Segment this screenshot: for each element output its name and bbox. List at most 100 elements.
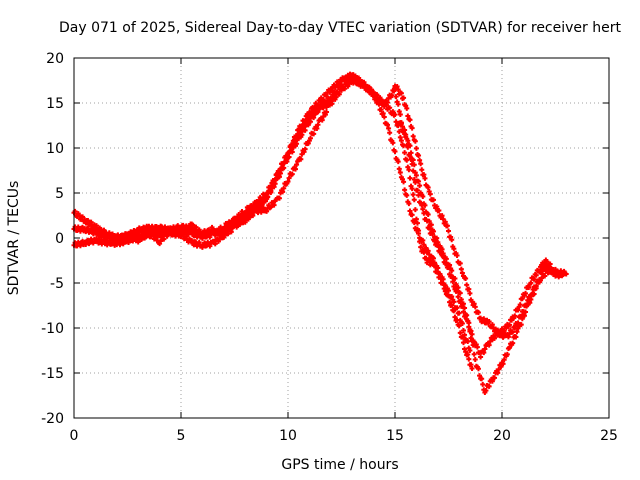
data-point	[431, 197, 437, 203]
data-point	[161, 236, 167, 242]
data-point	[336, 81, 342, 87]
data-point	[478, 354, 484, 360]
data-point	[397, 170, 403, 176]
data-point	[455, 294, 461, 300]
data-point	[401, 179, 407, 185]
data-point	[410, 133, 416, 139]
data-point	[423, 245, 429, 251]
data-point	[492, 335, 498, 341]
data-point	[480, 381, 486, 387]
data-point	[426, 225, 432, 231]
data-point	[302, 118, 308, 124]
x-tick-label: 15	[386, 428, 404, 444]
data-point	[420, 206, 426, 212]
data-point	[298, 156, 304, 162]
data-point	[130, 232, 136, 238]
data-point	[435, 269, 441, 275]
data-point	[436, 208, 442, 214]
data-point	[440, 280, 446, 286]
data-point	[399, 176, 405, 182]
data-point	[459, 321, 465, 327]
data-point	[402, 127, 408, 133]
data-point	[431, 255, 437, 261]
data-point	[225, 227, 231, 233]
data-point	[412, 207, 418, 213]
data-point	[465, 339, 471, 345]
data-point	[450, 279, 456, 285]
data-point	[368, 87, 374, 93]
data-point	[467, 290, 473, 296]
data-point	[426, 258, 432, 264]
series-track-d	[392, 83, 569, 340]
data-point	[452, 314, 458, 320]
data-point	[515, 307, 521, 313]
data-point	[531, 276, 537, 282]
data-point	[466, 356, 472, 362]
data-point	[407, 143, 413, 149]
x-tick-label: 0	[70, 428, 79, 444]
data-point	[187, 224, 193, 230]
data-point	[404, 105, 410, 111]
data-point	[302, 127, 308, 133]
y-tick-label: -15	[41, 366, 64, 382]
data-point	[465, 351, 471, 357]
data-point	[411, 176, 417, 182]
data-point	[305, 122, 311, 128]
x-tick-label: 5	[177, 428, 186, 444]
data-point	[469, 366, 475, 371]
data-point	[425, 211, 431, 217]
data-point	[495, 327, 501, 333]
y-tick-label: -5	[50, 276, 64, 292]
data-point	[396, 109, 402, 115]
data-point	[495, 370, 501, 376]
data-point	[135, 239, 141, 245]
data-point	[500, 361, 506, 367]
data-point	[467, 326, 473, 332]
data-point	[459, 270, 465, 276]
data-point	[483, 387, 489, 393]
data-point	[307, 135, 313, 141]
data-point	[417, 157, 423, 163]
data-point	[395, 86, 401, 92]
data-point	[276, 169, 282, 175]
data-point	[504, 351, 510, 357]
data-point	[407, 208, 413, 214]
data-point	[199, 244, 205, 250]
y-tick-label: 10	[46, 141, 64, 157]
data-point	[536, 276, 542, 282]
data-point	[412, 170, 418, 176]
data-point	[272, 177, 278, 183]
data-point	[392, 149, 398, 155]
data-point	[392, 112, 398, 118]
data-point	[413, 216, 419, 222]
data-point	[260, 205, 266, 211]
y-axis-ticks: -20 -15 -10 -5 0 5 10 15 20	[41, 51, 609, 427]
data-point	[431, 228, 437, 234]
data-point	[466, 320, 472, 326]
data-point	[361, 79, 367, 85]
data-point	[342, 78, 348, 84]
data-point	[265, 194, 271, 200]
data-point	[404, 192, 410, 198]
data-point	[481, 350, 487, 356]
data-point	[457, 290, 463, 296]
data-point	[470, 342, 476, 348]
data-point	[390, 109, 396, 115]
data-point	[486, 319, 492, 325]
data-point	[563, 271, 569, 277]
data-point	[421, 172, 427, 178]
data-point	[389, 92, 395, 98]
data-point	[307, 110, 313, 116]
data-point	[381, 114, 387, 120]
data-point	[527, 300, 533, 306]
data-point	[547, 261, 553, 267]
y-tick-label: -10	[41, 321, 64, 337]
data-point	[371, 89, 377, 95]
data-point	[143, 234, 149, 240]
data-point	[396, 129, 402, 135]
data-point	[190, 222, 196, 228]
data-point	[501, 357, 507, 363]
data-point	[518, 322, 524, 328]
data-point	[146, 228, 152, 233]
data-point	[397, 112, 403, 118]
